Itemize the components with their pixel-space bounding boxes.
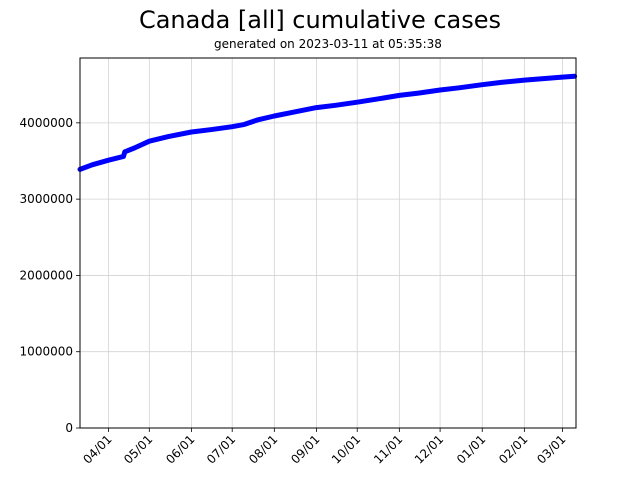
x-tick-label: 09/01 — [288, 432, 322, 466]
plot-frame — [79, 57, 577, 429]
x-tick-label: 07/01 — [204, 432, 238, 466]
x-axis: 04/01 05/01 06/01 07/01 08/01 09/01 10/01 11/01… — [80, 428, 569, 467]
chart-title: Canada [all] cumulative cases — [138, 6, 502, 34]
x-tick-label: 10/01 — [329, 432, 363, 466]
y-tick-label: 0 — [65, 421, 73, 435]
x-tick-label: 11/01 — [371, 432, 405, 466]
x-tick-label: 01/01 — [454, 432, 488, 466]
x-tick-label: 08/01 — [246, 432, 280, 466]
y-tick-label: 3000000 — [20, 192, 73, 206]
chart-subtitle: generated on 2023-03-11 at 05:35:38 — [214, 37, 442, 51]
x-tick-label: 12/01 — [412, 432, 446, 466]
cumulative-cases-line — [77, 73, 578, 172]
x-tick-label: 04/01 — [80, 432, 114, 466]
y-tick-label: 4000000 — [20, 116, 73, 130]
x-tick-label: 06/01 — [163, 432, 197, 466]
y-tick-label: 2000000 — [20, 268, 73, 282]
x-tick-label: 05/01 — [121, 432, 155, 466]
y-tick-label: 1000000 — [20, 345, 73, 359]
x-tick-label: 03/01 — [534, 432, 568, 466]
data-series — [77, 73, 578, 172]
x-tick-label: 02/01 — [496, 432, 530, 466]
y-axis: 0 1000000 2000000 3000000 4000000 — [20, 116, 80, 435]
grid-lines — [80, 58, 576, 428]
